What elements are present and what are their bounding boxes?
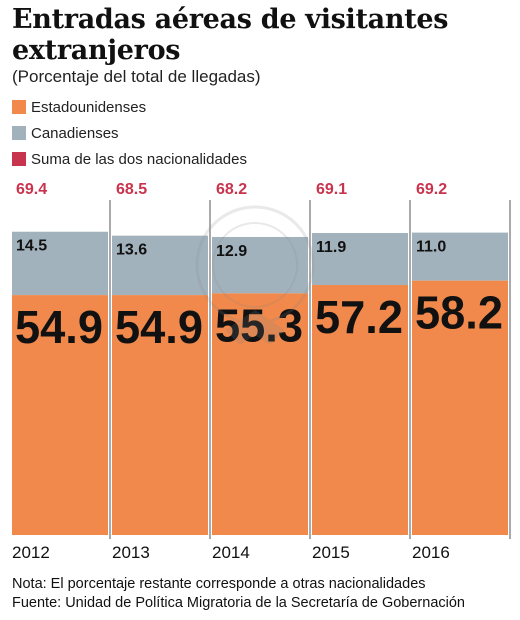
data-label-estadounidenses: 54.9 xyxy=(115,301,203,353)
data-label-canadienses: 11.9 xyxy=(316,239,346,256)
chart-subtitle: (Porcentaje del total de llegadas) xyxy=(12,67,261,86)
chart-title: Entradas aéreas de visitantes extranjero… xyxy=(12,4,449,66)
source-text: Fuente: Unidad de Política Migratoria de… xyxy=(12,595,465,611)
data-label-canadienses: 13.6 xyxy=(116,242,147,259)
bar-canadienses xyxy=(212,236,308,294)
data-label-suma: 68.5 xyxy=(116,181,147,198)
data-label-suma: 69.4 xyxy=(16,181,47,198)
legend-label: Estadounidenses xyxy=(31,98,147,116)
x-tick-label: 2015 xyxy=(312,543,350,562)
bar-estadounidenses xyxy=(212,293,308,535)
legend-swatch-red xyxy=(12,152,26,166)
bar-canadienses xyxy=(412,232,508,281)
legend-swatch-orange xyxy=(12,100,26,114)
data-label-estadounidenses: 54.9 xyxy=(15,301,103,353)
x-tick-label: 2016 xyxy=(412,543,450,562)
legend-label: Suma de las dos nacionalidades xyxy=(31,150,247,168)
data-label-estadounidenses: 55.3 xyxy=(215,299,303,351)
bar-canadienses xyxy=(12,231,108,296)
legend-label: Canadienses xyxy=(31,124,119,142)
legend-item-suma: Suma de las dos nacionalidades xyxy=(12,150,247,168)
data-label-estadounidenses: 57.2 xyxy=(315,291,403,343)
x-tick-label: 2013 xyxy=(112,543,150,562)
stacked-bar-chart: 14.5 54.9 69.4 2012 13.6 54.9 68.5 2013 12.9 55.3… xyxy=(12,181,511,562)
legend-swatch-gray xyxy=(12,126,26,140)
bar-canadienses xyxy=(312,233,408,286)
data-label-estadounidenses: 58.2 xyxy=(415,287,503,339)
x-tick-label: 2014 xyxy=(212,543,250,562)
data-label-canadienses: 14.5 xyxy=(16,238,47,255)
data-label-suma: 69.2 xyxy=(416,181,447,198)
x-tick-label: 2012 xyxy=(12,543,50,562)
bar-canadienses xyxy=(112,235,208,296)
bar-estadounidenses xyxy=(312,285,408,535)
bar-estadounidenses xyxy=(12,295,108,535)
bar-estadounidenses xyxy=(412,280,508,535)
legend-item-estadounidenses: Estadounidenses xyxy=(12,98,146,116)
data-label-canadienses: 12.9 xyxy=(216,243,247,260)
data-label-suma: 69.1 xyxy=(316,181,347,198)
bar-estadounidenses xyxy=(112,295,208,535)
watermark-emblem xyxy=(195,205,315,345)
data-label-suma: 68.2 xyxy=(216,181,247,198)
data-label-canadienses: 11.0 xyxy=(416,239,446,256)
legend-item-canadienses: Canadienses xyxy=(12,124,119,142)
note-text: Nota: El porcentaje restante corresponde… xyxy=(12,576,426,592)
